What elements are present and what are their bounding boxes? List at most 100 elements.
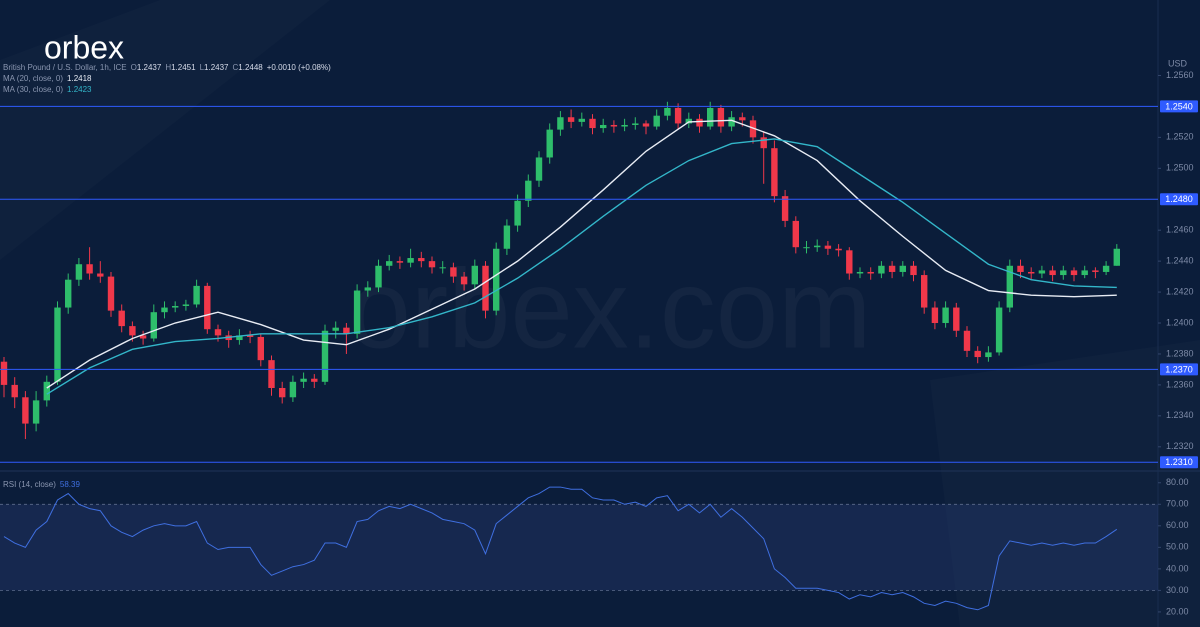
candle-body bbox=[364, 287, 371, 291]
y-tick-label: 60.00 bbox=[1166, 520, 1189, 530]
candle-body bbox=[450, 267, 457, 277]
candle-body bbox=[921, 275, 928, 308]
candle-body bbox=[888, 265, 896, 272]
ma-legend: MA (20, close, 0) 1.2418 bbox=[3, 74, 92, 83]
ma-value: 1.2423 bbox=[67, 85, 92, 94]
candle-body bbox=[707, 107, 714, 127]
candle-body bbox=[781, 196, 789, 221]
candle-body bbox=[503, 225, 511, 249]
candle-body bbox=[771, 148, 778, 197]
y-tick-label: 1.2400 bbox=[1166, 317, 1194, 327]
candle-body bbox=[1081, 270, 1088, 276]
candle-body bbox=[1102, 265, 1110, 272]
level-tag bbox=[1160, 363, 1198, 376]
ma-name: MA (30, close, 0) bbox=[3, 85, 63, 94]
candle-body bbox=[1113, 248, 1120, 266]
candle-body bbox=[749, 120, 757, 138]
candle-body bbox=[236, 335, 243, 341]
ma-name: MA (20, close, 0) bbox=[3, 74, 63, 83]
candle-body bbox=[578, 118, 585, 122]
candle-body bbox=[246, 335, 254, 337]
candle-body bbox=[610, 124, 618, 127]
candle-body bbox=[129, 326, 136, 336]
candle-body bbox=[407, 258, 414, 263]
readout-key: H bbox=[165, 63, 171, 72]
indicator-value: 58.39 bbox=[60, 480, 81, 489]
candle-body bbox=[493, 248, 500, 311]
candle-body bbox=[642, 123, 650, 127]
candle-body bbox=[107, 276, 115, 311]
candle-body bbox=[589, 118, 596, 129]
candle-body bbox=[353, 290, 361, 334]
candle-body bbox=[1070, 270, 1078, 276]
y-tick-label: 1.2520 bbox=[1166, 132, 1194, 142]
candle-body bbox=[471, 265, 478, 285]
candle-body bbox=[942, 307, 949, 324]
ma-value: 1.2418 bbox=[67, 74, 92, 83]
candle-body bbox=[557, 117, 564, 130]
readout-key: O bbox=[131, 63, 137, 72]
y-tick-label: 80.00 bbox=[1166, 477, 1189, 487]
y-tick-label: 40.00 bbox=[1166, 563, 1189, 573]
change-readout: +0.0010 (+0.08%) bbox=[267, 63, 331, 72]
series-line bbox=[46, 119, 1117, 389]
candle-body bbox=[974, 350, 981, 358]
candle-body bbox=[664, 107, 671, 116]
symbol-name: British Pound / U.S. Dollar, 1h, ICE bbox=[3, 63, 127, 72]
indicator-legend: RSI (14, close) 58.39 bbox=[3, 480, 80, 489]
candle-body bbox=[22, 397, 29, 424]
readout-value: 1.2448 bbox=[238, 63, 263, 72]
brand-logo: orbex bbox=[44, 29, 124, 65]
candle-body bbox=[985, 352, 992, 358]
candle-body bbox=[717, 107, 725, 127]
band-fill bbox=[0, 504, 1158, 591]
candle-body bbox=[899, 265, 906, 272]
candle-body bbox=[311, 378, 318, 382]
level-label: 1.2540 bbox=[1165, 101, 1193, 111]
candle-body bbox=[814, 245, 821, 248]
candle-body bbox=[279, 388, 286, 398]
candle-body bbox=[963, 330, 971, 351]
candle-body bbox=[375, 265, 382, 288]
candle-body bbox=[460, 276, 468, 285]
candle-body bbox=[621, 124, 628, 127]
symbol-readout: British Pound / U.S. Dollar, 1h, ICE O 1.2… bbox=[3, 63, 331, 72]
candle-body bbox=[535, 157, 543, 181]
candle-body bbox=[332, 327, 339, 331]
currency-label: USD bbox=[1168, 58, 1188, 68]
series-line bbox=[46, 138, 1117, 395]
y-tick-label: 1.2560 bbox=[1166, 70, 1194, 80]
candle-body bbox=[439, 267, 446, 269]
candle-body bbox=[685, 118, 692, 124]
y-tick-label: 1.2320 bbox=[1166, 441, 1194, 451]
candle-body bbox=[343, 327, 350, 334]
candle-body bbox=[514, 200, 521, 226]
ma-legend: MA (30, close, 0) 1.2423 bbox=[3, 85, 92, 94]
candle-body bbox=[139, 335, 147, 339]
watermark: orbex.com bbox=[349, 247, 872, 372]
candle-body bbox=[546, 129, 553, 158]
candle-body bbox=[182, 304, 190, 306]
candle-body bbox=[739, 117, 746, 121]
candle-body bbox=[867, 271, 874, 274]
candle-body bbox=[386, 261, 393, 266]
candle-body bbox=[482, 265, 489, 311]
candle-body bbox=[172, 306, 179, 308]
level-label: 1.2480 bbox=[1165, 194, 1193, 204]
y-tick-label: 1.2440 bbox=[1166, 256, 1194, 266]
candle-body bbox=[1006, 265, 1013, 308]
candle-body bbox=[567, 117, 575, 122]
candle-body bbox=[728, 117, 735, 127]
candle-body bbox=[204, 285, 211, 330]
level-tag bbox=[1160, 193, 1198, 206]
candle-body bbox=[995, 307, 1003, 353]
candle-body bbox=[32, 400, 40, 424]
candle-body bbox=[878, 265, 885, 274]
candle-body bbox=[428, 261, 436, 268]
y-tick-label: 1.2360 bbox=[1166, 379, 1194, 389]
plot-layer: British Pound / U.S. Dollar, 1h, ICE O 1.2… bbox=[0, 63, 1198, 616]
candle-body bbox=[856, 271, 864, 274]
level-label: 1.2310 bbox=[1165, 457, 1193, 467]
candle-body bbox=[1017, 265, 1024, 272]
